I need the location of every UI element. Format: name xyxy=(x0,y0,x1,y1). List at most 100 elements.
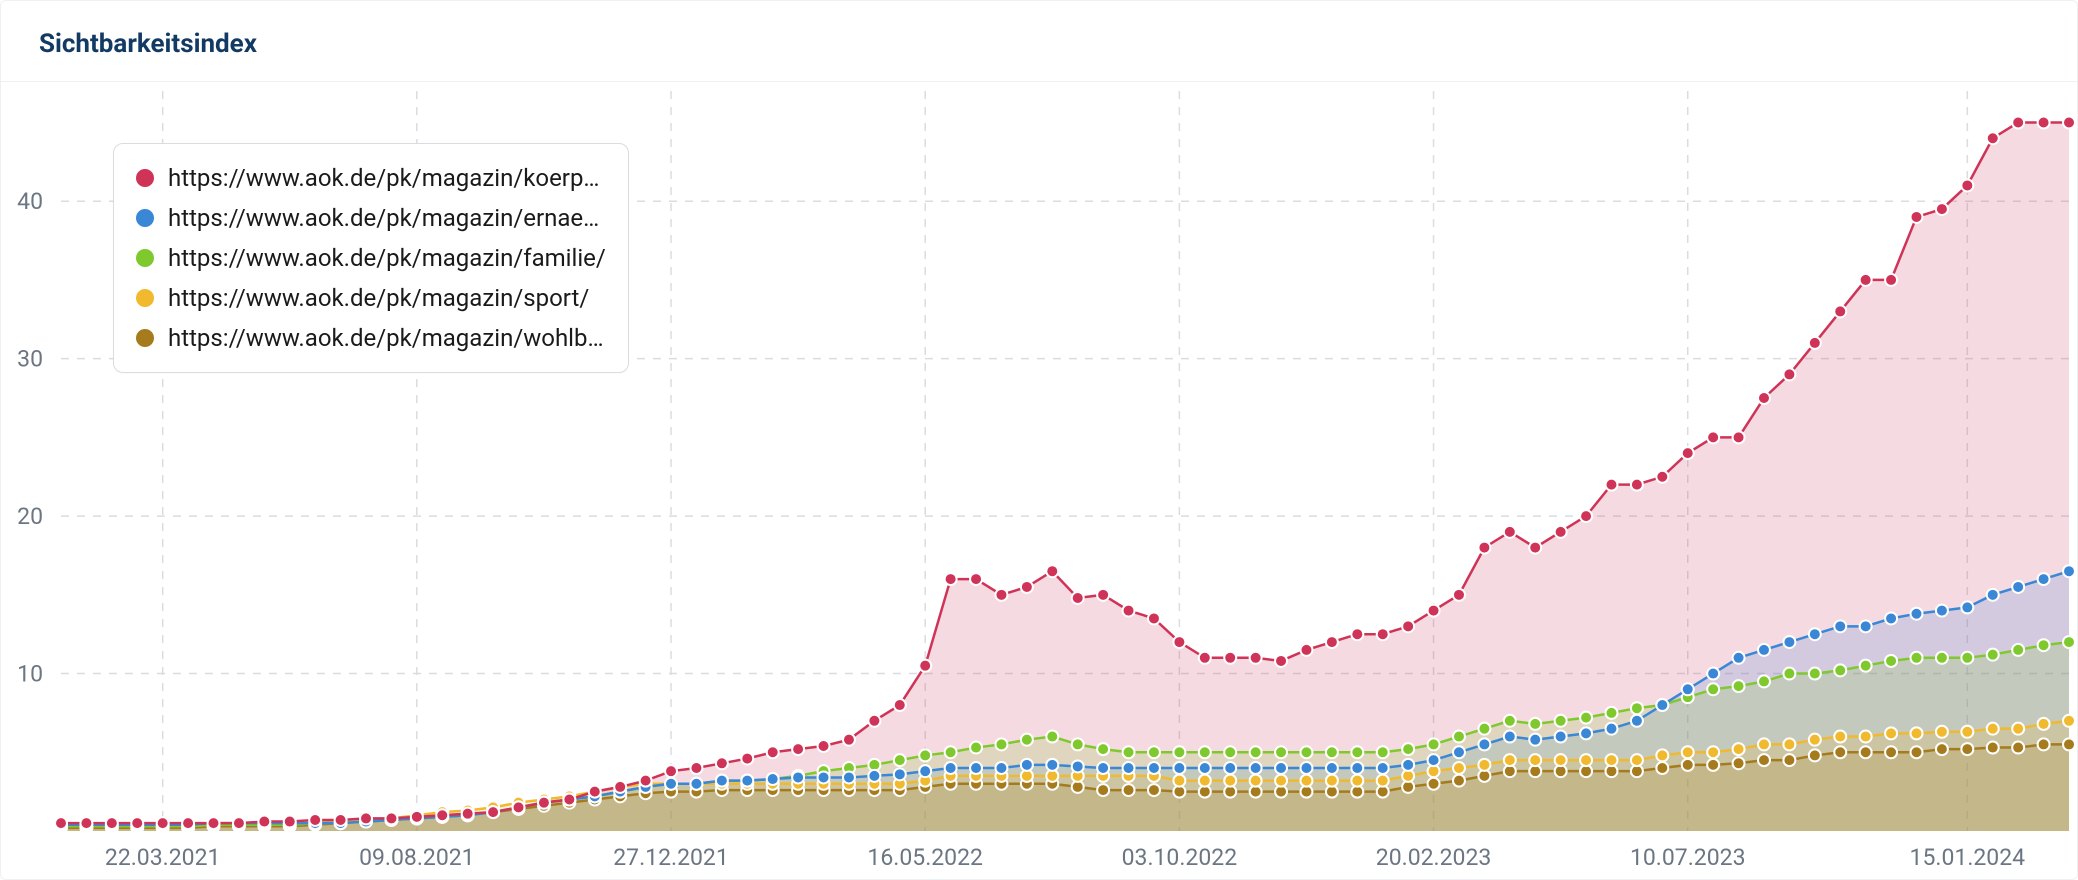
marker-koerp[interactable] xyxy=(106,817,118,829)
marker-koerp[interactable] xyxy=(716,757,728,769)
marker-sport[interactable] xyxy=(1453,762,1465,774)
marker-ernae[interactable] xyxy=(1046,759,1058,771)
marker-familie[interactable] xyxy=(1250,746,1262,758)
marker-koerp[interactable] xyxy=(818,740,830,752)
marker-koerp[interactable] xyxy=(80,817,92,829)
marker-sport[interactable] xyxy=(1809,734,1821,746)
marker-sport[interactable] xyxy=(1300,775,1312,787)
marker-koerp[interactable] xyxy=(538,797,550,809)
marker-familie[interactable] xyxy=(1377,746,1389,758)
marker-sport[interactable] xyxy=(1250,775,1262,787)
marker-wohlb[interactable] xyxy=(1707,759,1719,771)
marker-ernae[interactable] xyxy=(1224,762,1236,774)
marker-ernae[interactable] xyxy=(1300,762,1312,774)
marker-wohlb[interactable] xyxy=(1453,775,1465,787)
marker-sport[interactable] xyxy=(1529,754,1541,766)
marker-familie[interactable] xyxy=(1885,655,1897,667)
legend-item-familie[interactable]: https://www.aok.de/pk/magazin/familie/ xyxy=(136,238,606,278)
marker-wohlb[interactable] xyxy=(1428,778,1440,790)
marker-ernae[interactable] xyxy=(1351,762,1363,774)
marker-ernae[interactable] xyxy=(690,778,702,790)
marker-sport[interactable] xyxy=(1504,754,1516,766)
marker-ernae[interactable] xyxy=(818,771,830,783)
marker-ernae[interactable] xyxy=(843,771,855,783)
marker-familie[interactable] xyxy=(1504,715,1516,727)
marker-ernae[interactable] xyxy=(1682,683,1694,695)
marker-sport[interactable] xyxy=(1351,775,1363,787)
marker-koerp[interactable] xyxy=(589,786,601,798)
marker-ernae[interactable] xyxy=(1605,723,1617,735)
marker-koerp[interactable] xyxy=(513,801,525,813)
marker-koerp[interactable] xyxy=(1783,368,1795,380)
marker-koerp[interactable] xyxy=(690,762,702,774)
marker-koerp[interactable] xyxy=(1656,471,1668,483)
marker-ernae[interactable] xyxy=(919,765,931,777)
marker-ernae[interactable] xyxy=(1097,762,1109,774)
marker-ernae[interactable] xyxy=(1529,734,1541,746)
marker-koerp[interactable] xyxy=(1555,526,1567,538)
marker-sport[interactable] xyxy=(1783,738,1795,750)
marker-koerp[interactable] xyxy=(2038,116,2050,128)
marker-ernae[interactable] xyxy=(1860,620,1872,632)
marker-wohlb[interactable] xyxy=(1682,759,1694,771)
marker-wohlb[interactable] xyxy=(1987,742,1999,754)
marker-ernae[interactable] xyxy=(1707,668,1719,680)
marker-sport[interactable] xyxy=(1860,731,1872,743)
marker-ernae[interactable] xyxy=(1783,636,1795,648)
marker-koerp[interactable] xyxy=(1021,581,1033,593)
marker-koerp[interactable] xyxy=(1961,179,1973,191)
marker-familie[interactable] xyxy=(1148,746,1160,758)
marker-sport[interactable] xyxy=(1987,723,1999,735)
marker-ernae[interactable] xyxy=(1910,608,1922,620)
marker-ernae[interactable] xyxy=(970,762,982,774)
marker-sport[interactable] xyxy=(1682,746,1694,758)
marker-koerp[interactable] xyxy=(919,660,931,672)
legend-item-ernae[interactable]: https://www.aok.de/pk/magazin/ernae… xyxy=(136,198,606,238)
marker-familie[interactable] xyxy=(2063,636,2075,648)
marker-wohlb[interactable] xyxy=(1961,743,1973,755)
marker-koerp[interactable] xyxy=(411,811,423,823)
marker-sport[interactable] xyxy=(1885,727,1897,739)
marker-wohlb[interactable] xyxy=(1148,784,1160,796)
marker-familie[interactable] xyxy=(1961,652,1973,664)
marker-ernae[interactable] xyxy=(1504,731,1516,743)
marker-wohlb[interactable] xyxy=(1758,754,1770,766)
marker-sport[interactable] xyxy=(1605,754,1617,766)
marker-familie[interactable] xyxy=(1123,746,1135,758)
marker-koerp[interactable] xyxy=(1682,447,1694,459)
marker-koerp[interactable] xyxy=(1910,211,1922,223)
marker-familie[interactable] xyxy=(1428,738,1440,750)
marker-koerp[interactable] xyxy=(1453,589,1465,601)
marker-sport[interactable] xyxy=(1758,738,1770,750)
marker-familie[interactable] xyxy=(1402,743,1414,755)
marker-familie[interactable] xyxy=(1809,668,1821,680)
marker-familie[interactable] xyxy=(1631,702,1643,714)
marker-familie[interactable] xyxy=(1046,731,1058,743)
marker-ernae[interactable] xyxy=(767,773,779,785)
marker-sport[interactable] xyxy=(1733,743,1745,755)
marker-familie[interactable] xyxy=(1936,652,1948,664)
marker-ernae[interactable] xyxy=(1123,762,1135,774)
marker-koerp[interactable] xyxy=(614,781,626,793)
marker-familie[interactable] xyxy=(1783,668,1795,680)
marker-koerp[interactable] xyxy=(563,794,575,806)
marker-ernae[interactable] xyxy=(1250,762,1262,774)
marker-familie[interactable] xyxy=(1097,743,1109,755)
marker-ernae[interactable] xyxy=(1199,762,1211,774)
marker-ernae[interactable] xyxy=(995,762,1007,774)
marker-koerp[interactable] xyxy=(1809,337,1821,349)
marker-koerp[interactable] xyxy=(1885,274,1897,286)
marker-ernae[interactable] xyxy=(665,778,677,790)
marker-koerp[interactable] xyxy=(868,715,880,727)
marker-sport[interactable] xyxy=(1656,749,1668,761)
marker-ernae[interactable] xyxy=(945,762,957,774)
marker-koerp[interactable] xyxy=(2012,116,2024,128)
marker-koerp[interactable] xyxy=(741,753,753,765)
marker-koerp[interactable] xyxy=(1377,628,1389,640)
marker-wohlb[interactable] xyxy=(1809,749,1821,761)
marker-wohlb[interactable] xyxy=(1733,757,1745,769)
marker-wohlb[interactable] xyxy=(1885,746,1897,758)
marker-koerp[interactable] xyxy=(1428,605,1440,617)
marker-sport[interactable] xyxy=(1275,775,1287,787)
marker-koerp[interactable] xyxy=(1148,612,1160,624)
